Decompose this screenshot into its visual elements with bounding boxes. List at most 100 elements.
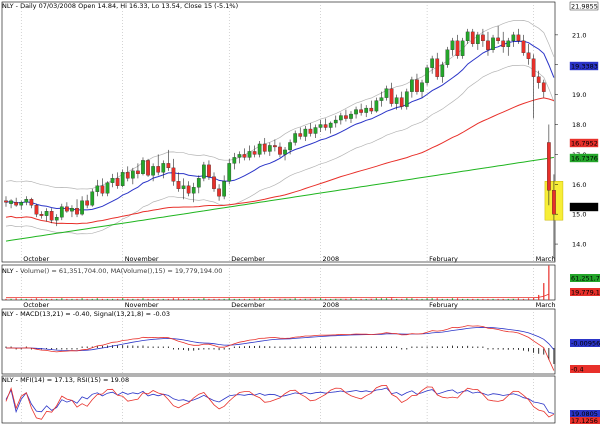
candle-body <box>486 40 490 50</box>
volume-bar <box>548 265 550 300</box>
candle-body <box>460 40 465 56</box>
candle-body <box>156 166 161 173</box>
volume-bar <box>335 298 337 300</box>
price-badge-label: 15 <box>571 204 579 212</box>
price-tick-label: 15.0 <box>572 211 586 219</box>
candle-body <box>349 113 353 119</box>
volume-bar <box>517 298 520 300</box>
volume-bar <box>5 298 7 300</box>
volume-bar <box>198 298 200 300</box>
volume-bar <box>208 298 210 300</box>
rsi-line <box>5 387 554 414</box>
candle-body <box>29 199 34 206</box>
candle-body <box>313 127 318 134</box>
price-tick-label: 19.0 <box>572 91 586 99</box>
volume-bar <box>431 298 433 300</box>
price-badge <box>569 61 599 71</box>
candle-body <box>252 151 257 155</box>
price-month-label: February <box>429 255 458 263</box>
candle-body <box>308 128 313 134</box>
volume-bar <box>340 298 342 300</box>
volume-bar <box>10 298 12 300</box>
candle-body <box>146 160 150 176</box>
volume-bar <box>426 298 428 300</box>
volume-bar <box>203 298 205 300</box>
candle-body <box>547 142 551 191</box>
candle-body <box>501 40 506 47</box>
price-title: NLY - Daily 07/03/2008 Open 14.84, Hi 16… <box>2 2 238 10</box>
grid-lines <box>20 2 534 423</box>
volume-bar <box>365 298 367 300</box>
volume-bar <box>91 298 93 300</box>
fast-moving-average <box>5 40 555 211</box>
candle-body <box>217 188 221 197</box>
candle-body <box>232 157 237 164</box>
candle-body <box>70 208 74 212</box>
volume-month-label: October <box>23 301 49 309</box>
candle-body <box>19 202 24 206</box>
candle-body <box>359 109 363 113</box>
volume-bar <box>401 298 403 300</box>
lower-band <box>5 64 555 235</box>
volume-bar <box>122 298 124 300</box>
volume-bar <box>177 298 180 300</box>
candle-body <box>298 133 303 137</box>
candle-body <box>435 58 440 77</box>
price-month-label: October <box>23 255 49 263</box>
candle-body <box>115 178 120 186</box>
volume-bar <box>157 298 159 300</box>
candle-body <box>511 34 516 42</box>
upper-band <box>5 20 555 190</box>
volume-bar <box>309 298 312 300</box>
candle-body <box>75 208 79 215</box>
volume-bar <box>411 298 413 300</box>
volume-bar <box>284 298 286 300</box>
price-badge <box>569 138 599 148</box>
candle-body <box>171 167 176 182</box>
volume-bar <box>543 283 545 300</box>
candle-body <box>288 142 292 151</box>
candle-body <box>90 191 95 206</box>
volume-month-label: March <box>536 301 556 309</box>
volume-bar <box>106 298 109 300</box>
volume-badge-label: 61,251,70 <box>571 275 600 283</box>
candle-body <box>267 145 272 152</box>
volume-bar <box>61 298 63 300</box>
candle-body <box>283 149 287 155</box>
candle-body <box>481 34 485 42</box>
candle-body <box>262 143 267 152</box>
volume-bar <box>76 298 78 300</box>
price-tick-label: 14.0 <box>572 241 586 249</box>
volume-bar <box>182 298 185 300</box>
candle-body <box>475 34 480 44</box>
candle-body <box>491 37 495 50</box>
candle-body <box>14 202 18 206</box>
volume-moving-average <box>6 293 550 299</box>
candle-body <box>521 40 526 53</box>
volume-bar <box>66 298 68 300</box>
candle-body <box>384 88 389 98</box>
volume-bar <box>20 298 22 300</box>
volume-bar <box>228 298 230 300</box>
volume-bar <box>81 298 83 300</box>
price-badge <box>569 153 599 163</box>
panel-frame-3 <box>1 375 556 424</box>
volume-bar <box>512 298 514 300</box>
candle-body <box>151 166 155 176</box>
volume-bar <box>462 298 464 300</box>
price-tick-label: 16.0 <box>572 181 586 189</box>
price-month-label: November <box>125 255 159 263</box>
volume-bar <box>390 298 393 300</box>
mfi-badge-label: 17.1256 <box>571 417 598 425</box>
mfi-line <box>5 385 555 420</box>
candle-body <box>136 170 140 174</box>
macd-signal-line <box>6 326 555 352</box>
volume-bar <box>269 298 271 300</box>
volume-bar <box>492 298 494 300</box>
macd-badge <box>570 339 600 347</box>
volume-bar <box>477 298 479 300</box>
volume-bar <box>406 298 408 300</box>
candle-body <box>257 143 262 155</box>
volume-badge <box>570 274 600 282</box>
candle-body <box>531 58 536 77</box>
